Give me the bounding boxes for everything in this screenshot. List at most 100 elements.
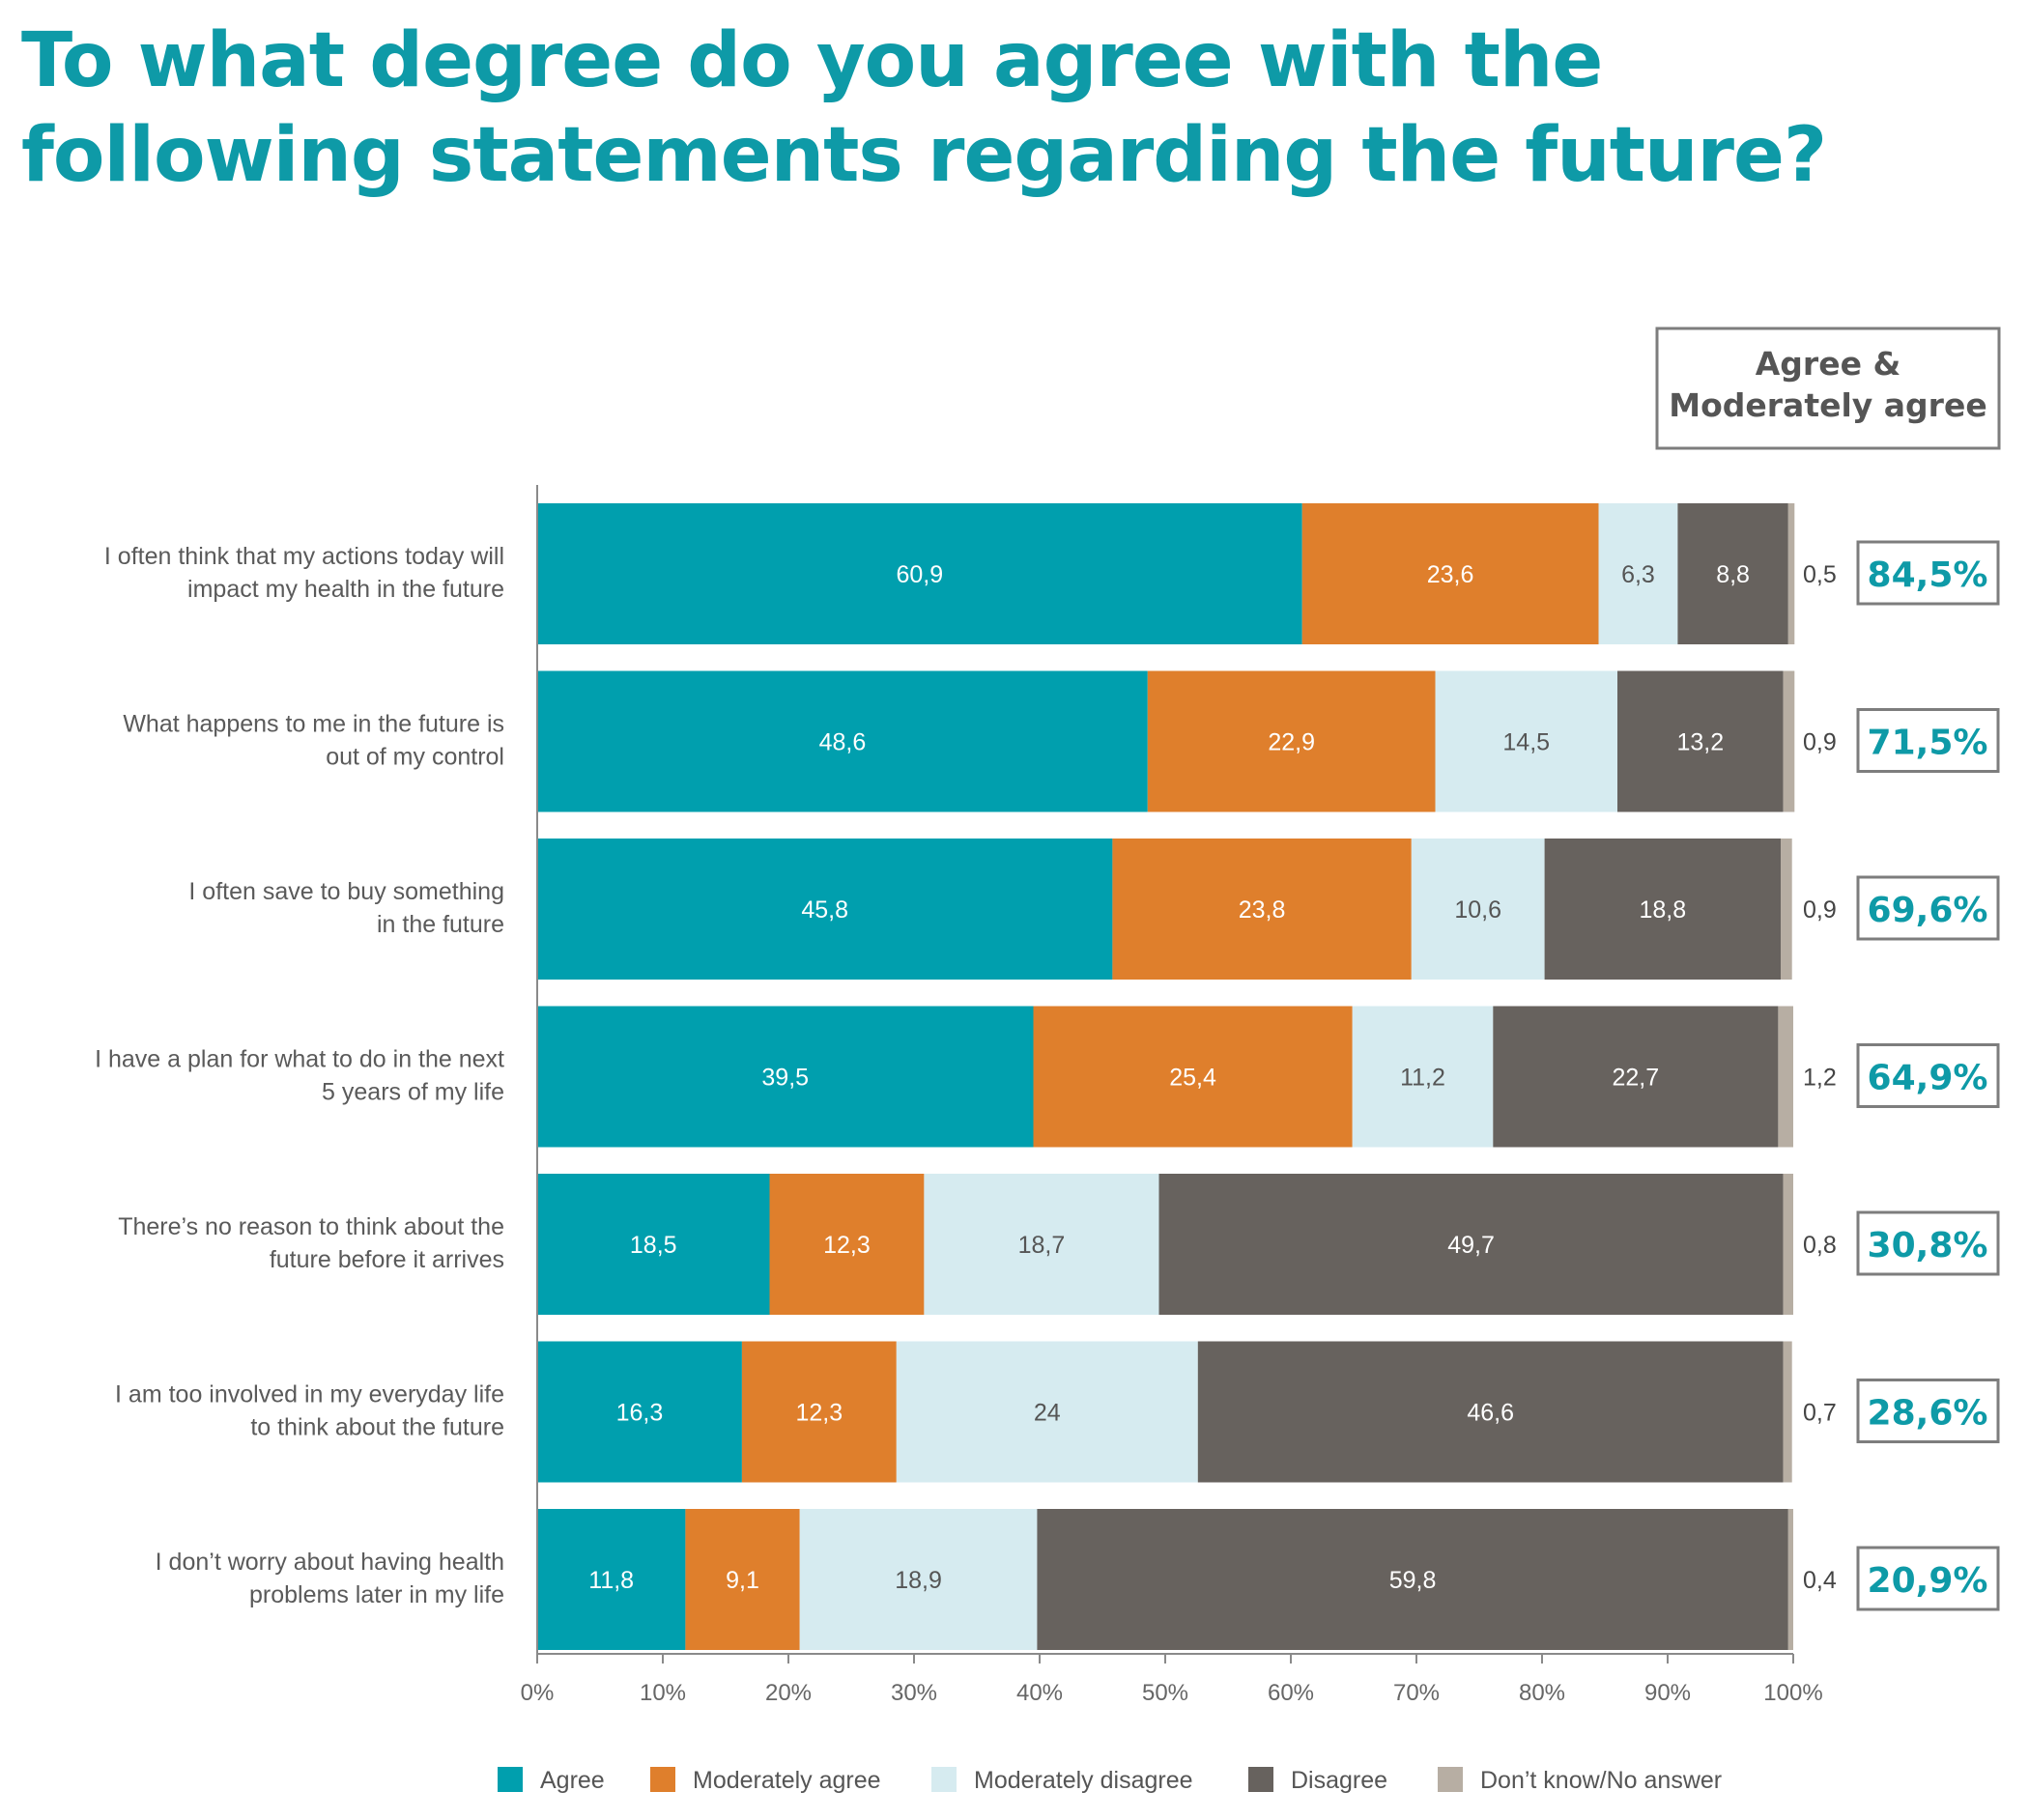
bar-segment-disagree: [1617, 670, 1784, 812]
summary-header: Agree &Moderately agree: [1655, 327, 2001, 450]
legend: Agree Moderately agree Moderately disagree…: [498, 1767, 1722, 1794]
summary-header-box: [1655, 327, 2001, 450]
x-axis: 0% 10% 20% 30% 40% 50% 60% 70% 80% 90% 100%: [521, 485, 1823, 1706]
summary-box: [1856, 1210, 2000, 1276]
legend-swatch: [1438, 1767, 1463, 1792]
segment-value-label: 39,5: [761, 1065, 809, 1092]
segment-value-label: 22,9: [1268, 729, 1315, 756]
summary-header-line: Agree &: [1756, 345, 1900, 383]
bar-segment-don-t-know-no-answer: [1783, 1341, 1792, 1483]
segment-value-label: 6,3: [1621, 561, 1655, 588]
dont-know-value-label: 0,7: [1803, 1400, 1837, 1427]
bar-row: I often save to buy something in the futu…: [188, 839, 2000, 980]
segment-value-label: 23,6: [1427, 561, 1474, 588]
summary-value: 64,9%: [1868, 1059, 1988, 1098]
category-label: I often think that my actions today will…: [104, 543, 504, 603]
x-tick-label: 90%: [1644, 1680, 1691, 1706]
dont-know-value-label: 0,5: [1803, 561, 1837, 588]
summary-value: 28,6%: [1868, 1394, 1988, 1434]
segment-value-label: 12,3: [796, 1400, 843, 1427]
bar-segment-moderately-agree: [685, 1509, 800, 1650]
x-tick-label: 70%: [1393, 1680, 1440, 1706]
category-label: There’s no reason to think about the futu…: [118, 1213, 504, 1273]
bar-segment-agree: [537, 1341, 742, 1483]
segment-value-label: 22,7: [1613, 1065, 1660, 1092]
summary-box: [1856, 1546, 2000, 1611]
bar-segment-disagree: [1197, 1341, 1784, 1483]
segment-value-label: 60,9: [897, 561, 944, 588]
legend-swatch: [931, 1767, 957, 1792]
segment-value-label: 45,8: [801, 896, 848, 924]
bar-segment-disagree: [1677, 503, 1788, 644]
segment-value-label: 12,3: [823, 1232, 871, 1259]
dont-know-value-label: 0,8: [1803, 1232, 1837, 1259]
bar-segment-disagree: [1493, 1006, 1779, 1148]
legend-label: Agree: [540, 1767, 605, 1794]
bar-segment-don-t-know-no-answer: [1778, 1006, 1793, 1148]
legend-label: Don’t know/No answer: [1480, 1767, 1722, 1794]
segment-value-label: 24: [1034, 1400, 1061, 1427]
bars-group: I often think that my actions today will…: [95, 503, 2000, 1650]
segment-value-label: 9,1: [726, 1567, 759, 1594]
bar-segment-agree: [537, 839, 1113, 980]
dont-know-value-label: 0,4: [1803, 1567, 1837, 1594]
bar-segment-agree: [537, 1509, 686, 1650]
summary-header-line: Moderately agree: [1669, 386, 1986, 424]
segment-value-label: 25,4: [1169, 1065, 1216, 1092]
x-tick-label: 80%: [1519, 1680, 1565, 1706]
bar-segment-agree: [537, 1006, 1034, 1148]
bar-segment-disagree: [1037, 1509, 1788, 1650]
bar-segment-moderately-disagree: [924, 1174, 1159, 1315]
dont-know-value-label: 1,2: [1803, 1065, 1837, 1092]
bar-segment-agree: [537, 503, 1302, 644]
summary-box: [1856, 1379, 2000, 1443]
segment-value-label: 46,6: [1467, 1400, 1514, 1427]
legend-label: Moderately agree: [693, 1767, 881, 1794]
bar-segment-agree: [537, 1174, 770, 1315]
bar-row: I don’t worry about having health problem…: [156, 1509, 2000, 1650]
bar-segment-moderately-disagree: [1598, 503, 1678, 644]
bar-segment-moderately-disagree: [1352, 1006, 1494, 1148]
bar-segment-moderately-disagree: [896, 1341, 1198, 1483]
segment-value-label: 18,5: [630, 1232, 677, 1259]
bar-row: There’s no reason to think about the futu…: [118, 1174, 2000, 1315]
legend-swatch: [1248, 1767, 1273, 1792]
x-tick-label: 50%: [1142, 1680, 1188, 1706]
x-tick-label: 10%: [640, 1680, 686, 1706]
bar-segment-moderately-agree: [1147, 670, 1436, 812]
bar-segment-don-t-know-no-answer: [1783, 1174, 1793, 1315]
x-tick-label: 30%: [891, 1680, 937, 1706]
segment-value-label: 11,2: [1400, 1065, 1445, 1092]
legend-label: Moderately disagree: [974, 1767, 1193, 1794]
legend-item: Don’t know/No answer: [1438, 1767, 1722, 1794]
legend-swatch: [650, 1767, 675, 1792]
chart-title: To what degree do you agree with the fol…: [21, 17, 1827, 199]
segment-value-label: 16,3: [616, 1400, 664, 1427]
bar-segment-moderately-agree: [1112, 839, 1412, 980]
summary-box: [1856, 875, 2000, 941]
summary-box: [1856, 1043, 2000, 1108]
summary-value: 71,5%: [1868, 724, 1988, 763]
x-tick-label: 100%: [1763, 1680, 1822, 1706]
x-tick-label: 40%: [1016, 1680, 1063, 1706]
bar-segment-agree: [537, 670, 1148, 812]
summary-box: [1856, 708, 2000, 773]
legend-swatch: [498, 1767, 523, 1792]
segment-value-label: 10,6: [1454, 896, 1501, 924]
segment-value-label: 59,8: [1389, 1567, 1437, 1594]
legend-item: Moderately disagree: [931, 1767, 1193, 1794]
legend-item: Disagree: [1248, 1767, 1387, 1794]
segment-value-label: 18,7: [1018, 1232, 1066, 1259]
segment-value-label: 18,9: [895, 1567, 942, 1594]
segment-value-label: 14,5: [1502, 729, 1550, 756]
x-tick-label: 60%: [1268, 1680, 1314, 1706]
bar-segment-moderately-agree: [769, 1174, 925, 1315]
legend-label: Disagree: [1291, 1767, 1387, 1794]
bar-segment-moderately-agree: [1301, 503, 1599, 644]
bar-segment-moderately-disagree: [799, 1509, 1038, 1650]
bar-segment-don-t-know-no-answer: [1787, 1509, 1793, 1650]
bar-row: I am too involved in my everyday life to …: [115, 1341, 2000, 1483]
category-label: I am too involved in my everyday life to …: [115, 1381, 504, 1441]
bar-segment-disagree: [1158, 1174, 1784, 1315]
